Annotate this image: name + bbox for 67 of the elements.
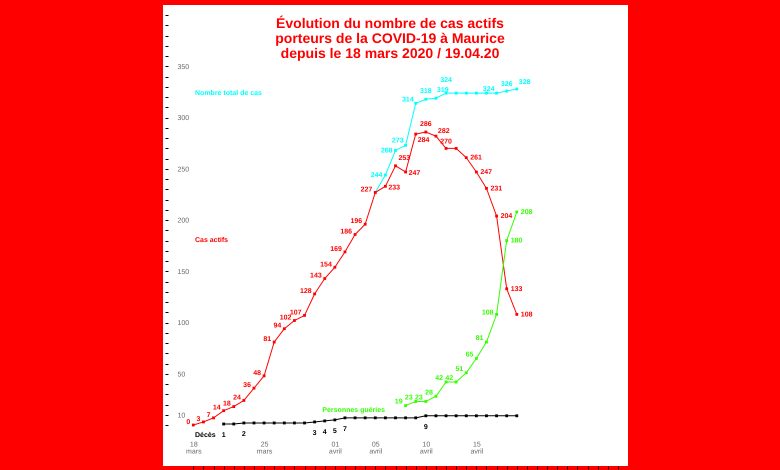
point: [232, 405, 236, 408]
text: Évolution du nombre de cas actifs porteurs de la COVID-19 à Maurice depuis le 18 mars 2020 / 19.04.20: [275, 15, 505, 61]
point: [434, 96, 438, 100]
point: [474, 414, 478, 418]
point: [384, 184, 387, 188]
point: [505, 90, 508, 92]
point: [485, 186, 488, 190]
point: [344, 416, 346, 420]
point: [222, 422, 226, 426]
point: [414, 132, 418, 136]
point: [262, 374, 266, 378]
point: [414, 102, 418, 105]
point: [485, 92, 488, 95]
point: [505, 239, 508, 242]
point: [323, 277, 326, 280]
point: [454, 414, 458, 418]
point: [333, 418, 336, 422]
point: [424, 400, 428, 403]
point: [374, 416, 377, 420]
point: [434, 414, 438, 418]
point: [474, 170, 478, 174]
point: [474, 357, 478, 360]
point: [454, 380, 458, 384]
point: [485, 414, 488, 418]
point: [404, 170, 408, 174]
point: [515, 210, 518, 214]
point: [515, 312, 518, 316]
point: [495, 92, 498, 95]
point: [394, 416, 397, 420]
point: [354, 416, 356, 420]
point: [464, 92, 468, 95]
point: [474, 92, 478, 95]
point: [242, 399, 246, 402]
point: [313, 420, 316, 424]
line-series: [222, 414, 518, 426]
point: [454, 147, 458, 150]
point: [232, 422, 236, 426]
point: [424, 130, 428, 134]
point: [272, 340, 276, 344]
point: [242, 422, 246, 424]
point: [272, 422, 276, 424]
point: [404, 404, 408, 407]
point: [495, 312, 498, 316]
point: [454, 92, 458, 95]
point: [333, 266, 336, 269]
point: [222, 409, 226, 412]
point: [364, 416, 367, 420]
point: [192, 424, 195, 426]
point: [464, 156, 468, 160]
point: [444, 414, 448, 418]
point: [384, 416, 387, 420]
point: [384, 174, 387, 176]
point: [323, 420, 326, 422]
point: [313, 292, 316, 296]
point: [394, 164, 397, 168]
point: [344, 250, 346, 254]
point: [414, 400, 418, 403]
point: [414, 416, 418, 420]
point: [434, 134, 438, 138]
point: [252, 386, 256, 390]
point: [404, 144, 408, 147]
point: [212, 416, 215, 420]
point: [404, 416, 408, 420]
point: [515, 88, 518, 90]
point: [495, 414, 498, 418]
point: [434, 394, 438, 398]
point: [282, 422, 286, 424]
